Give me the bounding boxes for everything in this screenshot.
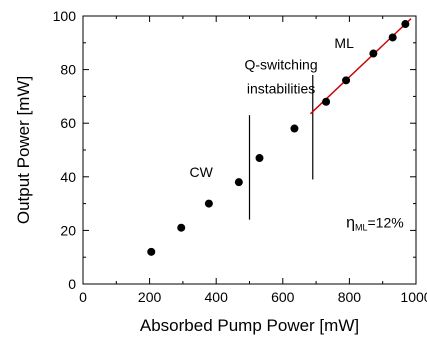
data-point — [204, 199, 213, 208]
data-point — [147, 247, 156, 256]
data-point — [369, 49, 378, 58]
data-point — [388, 33, 397, 42]
separator-lines — [248, 74, 314, 220]
efficiency-label: ηML=12% — [346, 215, 404, 233]
data-point — [290, 124, 299, 133]
y-tick-label: 100 — [53, 8, 77, 24]
annotation-label: Q-switching — [245, 57, 318, 73]
y-axis: 0 20 40 60 80 100 — [53, 8, 416, 292]
data-point — [322, 97, 331, 106]
data-point — [401, 20, 410, 29]
x-tick-label: 600 — [271, 289, 295, 305]
data-points — [147, 20, 410, 256]
y-tick-label: 40 — [60, 169, 76, 185]
annotation-label: ML — [334, 35, 354, 51]
data-point — [234, 178, 243, 187]
data-point — [342, 76, 351, 85]
y-tick-label: 20 — [60, 222, 76, 238]
x-axis-title: Absorbed Pump Power [mW] — [140, 316, 359, 335]
annotation-label: instabilities — [247, 81, 315, 97]
annotation-label: CW — [190, 164, 214, 180]
x-tick-label: 400 — [205, 289, 229, 305]
annotations: CW Q-switching instabilities ML — [190, 35, 355, 180]
x-tick-label: 800 — [338, 289, 362, 305]
x-tick-label: 0 — [79, 289, 87, 305]
data-point — [255, 154, 264, 163]
x-tick-label: 200 — [138, 289, 162, 305]
y-tick-label: 80 — [60, 62, 76, 78]
y-tick-label: 0 — [68, 276, 76, 292]
y-axis-title: Output Power [mW] — [14, 76, 33, 224]
y-tick-label: 60 — [60, 115, 76, 131]
data-point — [177, 223, 186, 232]
